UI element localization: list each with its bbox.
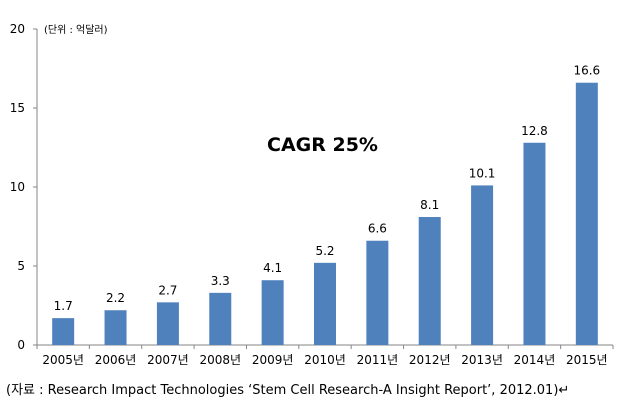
y-tick-label: 0: [17, 338, 25, 352]
y-tick-label: 10: [10, 180, 25, 194]
data-label: 3.3: [211, 274, 230, 288]
data-label: 8.1: [420, 198, 439, 212]
x-tick-label: 2009년: [252, 353, 294, 367]
x-tick-label: 2005년: [42, 353, 84, 367]
x-tick-label: 2010년: [304, 353, 346, 367]
bar: [418, 217, 441, 345]
x-tick-label: 2006년: [95, 353, 137, 367]
x-tick-label: 2012년: [409, 353, 451, 367]
bar: [366, 240, 389, 345]
data-label: 2.2: [106, 291, 125, 305]
unit-label: (단위 : 억달러): [44, 23, 108, 36]
data-label: 16.6: [573, 64, 600, 78]
y-tick-label: 15: [10, 101, 25, 115]
y-tick-label: 5: [17, 259, 25, 273]
bar-chart: 0 5 10 15 20 2005년 2006년 2007년 2008년 2009년 2010년 2…: [10, 22, 614, 367]
bar: [471, 185, 494, 345]
source-note: (자료 : Research Impact Technologies ‘Stem…: [6, 383, 570, 398]
bar: [575, 82, 598, 345]
bar: [261, 280, 284, 345]
x-tick-label: 2008년: [199, 353, 241, 367]
x-tick-label: 2015년: [566, 353, 608, 367]
x-tick-label: 2007년: [147, 353, 189, 367]
data-label: 4.1: [263, 261, 282, 275]
data-label: 1.7: [54, 299, 73, 313]
data-label: 2.7: [158, 283, 177, 297]
bar: [314, 262, 336, 345]
bar: [104, 310, 127, 345]
data-label: 12.8: [521, 124, 548, 138]
x-tick-label: 2013년: [461, 353, 503, 367]
bar: [523, 142, 546, 345]
bar: [156, 302, 179, 345]
y-tick-label: 20: [10, 22, 25, 36]
bar: [52, 318, 75, 345]
data-label: 6.6: [368, 222, 387, 236]
cagr-annotation: CAGR 25%: [267, 134, 378, 156]
data-label: 5.2: [315, 244, 334, 258]
x-tick-label: 2014년: [514, 353, 556, 367]
data-label: 10.1: [469, 166, 496, 180]
bar: [209, 292, 232, 345]
x-tick-label: 2011년: [357, 353, 399, 367]
